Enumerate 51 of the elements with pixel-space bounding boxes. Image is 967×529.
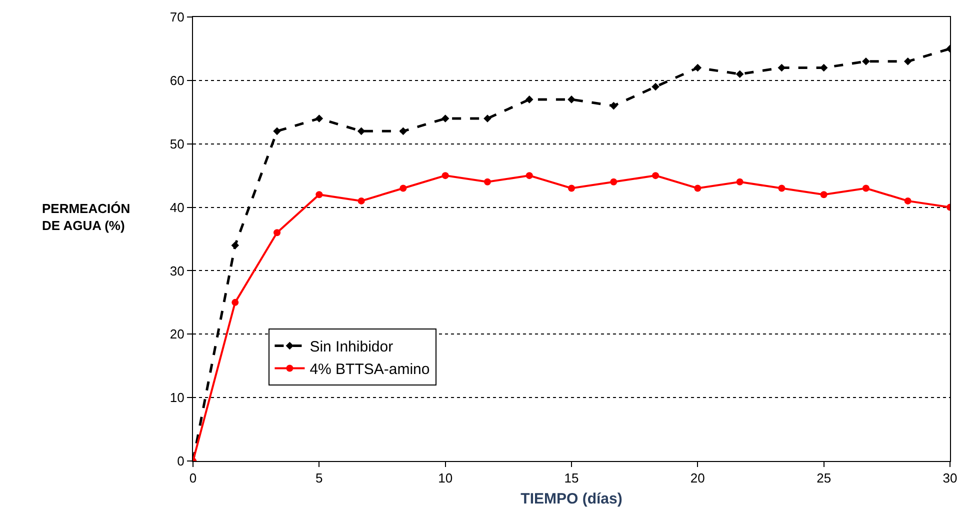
point bbox=[610, 102, 618, 110]
x-tick-label: 0 bbox=[189, 470, 197, 486]
y-tick-label: 50 bbox=[170, 136, 184, 152]
y-tick-label: 40 bbox=[170, 200, 184, 215]
point bbox=[694, 64, 702, 72]
y-tick-label: 60 bbox=[170, 72, 184, 88]
point bbox=[484, 114, 492, 122]
point bbox=[904, 197, 912, 204]
y-tick-label: 0 bbox=[177, 454, 184, 469]
point bbox=[736, 70, 744, 78]
point bbox=[231, 241, 240, 250]
point bbox=[316, 191, 323, 198]
point bbox=[652, 172, 660, 180]
x-tick-label: 10 bbox=[438, 470, 453, 486]
point bbox=[400, 184, 407, 192]
y-axis-title: PERMEACIÓN DE AGUA (%) bbox=[42, 201, 130, 233]
point bbox=[904, 58, 912, 66]
point bbox=[442, 172, 449, 180]
point bbox=[399, 127, 408, 136]
point bbox=[315, 114, 324, 122]
point bbox=[610, 178, 618, 186]
x-tick-label: 25 bbox=[816, 470, 832, 486]
point bbox=[274, 229, 281, 236]
point bbox=[357, 127, 366, 136]
point bbox=[525, 96, 534, 104]
x-axis-title: TIEMPO (días) bbox=[520, 490, 622, 508]
y-tick-label: 30 bbox=[170, 263, 184, 278]
point bbox=[778, 184, 786, 192]
point bbox=[652, 82, 660, 91]
point bbox=[862, 184, 870, 192]
point bbox=[736, 178, 744, 186]
point bbox=[568, 96, 576, 104]
y-tick-label: 10 bbox=[170, 390, 184, 406]
x-tick-label: 15 bbox=[564, 470, 579, 486]
x-tick-label: 20 bbox=[690, 470, 705, 486]
point bbox=[232, 298, 239, 306]
point bbox=[526, 172, 533, 180]
legend-label: Sin Inhibidor bbox=[310, 338, 394, 356]
legend-label: 4% BTTSA-amino bbox=[310, 361, 430, 378]
y-tick-label: 70 bbox=[170, 10, 184, 25]
point bbox=[441, 114, 450, 122]
x-tick-label: 5 bbox=[316, 470, 323, 486]
x-tick-label: 30 bbox=[942, 470, 958, 486]
point bbox=[568, 184, 575, 192]
point bbox=[820, 191, 828, 198]
point bbox=[358, 197, 365, 204]
point bbox=[273, 127, 281, 136]
point bbox=[484, 178, 491, 186]
point bbox=[694, 184, 702, 192]
point bbox=[862, 58, 870, 66]
y-tick-label: 20 bbox=[170, 326, 184, 342]
